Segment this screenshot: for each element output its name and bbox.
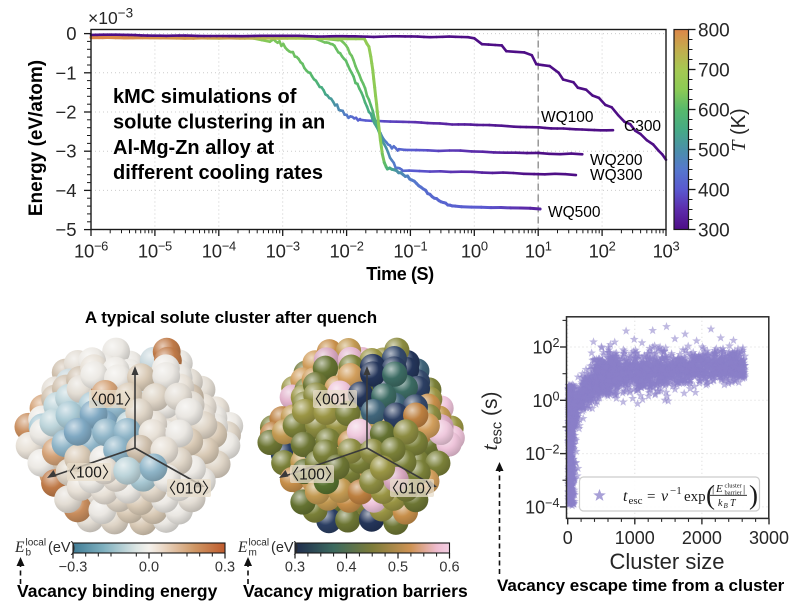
svg-text:Vacancy migration barriers: Vacancy migration barriers bbox=[243, 581, 468, 601]
svg-text:A typical solute cluster after: A typical solute cluster after quench bbox=[85, 308, 377, 327]
svg-text:Al-Mg-Zn alloy at: Al-Mg-Zn alloy at bbox=[113, 137, 274, 159]
svg-text:E: E bbox=[237, 539, 248, 556]
svg-text:0.5: 0.5 bbox=[388, 560, 408, 576]
svg-text:kMC simulations of: kMC simulations of bbox=[113, 86, 297, 108]
svg-text:〈100〉: 〈100〉 bbox=[284, 467, 341, 484]
svg-text:−4: −4 bbox=[55, 180, 76, 201]
svg-text:0.0: 0.0 bbox=[139, 560, 159, 576]
svg-text:800: 800 bbox=[698, 21, 730, 42]
svg-text:b: b bbox=[26, 548, 32, 559]
svg-text:〈010〉: 〈010〉 bbox=[161, 481, 218, 498]
svg-text:Energy (eV/atom): Energy (eV/atom) bbox=[26, 60, 47, 216]
svg-text:〈010〉: 〈010〉 bbox=[384, 481, 441, 498]
svg-text:Cluster size: Cluster size bbox=[610, 549, 725, 574]
svg-text:0.3: 0.3 bbox=[285, 560, 305, 576]
svg-text:(eV): (eV) bbox=[48, 540, 75, 556]
svg-text:WQ100: WQ100 bbox=[541, 109, 594, 126]
svg-text:300: 300 bbox=[698, 221, 730, 242]
svg-text:k: k bbox=[718, 498, 723, 509]
svg-text:T (K): T (K) bbox=[728, 108, 750, 151]
svg-text:−2: −2 bbox=[55, 102, 76, 123]
svg-text:0: 0 bbox=[563, 528, 573, 548]
svg-text:0.6: 0.6 bbox=[439, 560, 459, 576]
svg-text:−3: −3 bbox=[55, 141, 76, 162]
svg-text:ν: ν bbox=[661, 488, 669, 505]
svg-text:local: local bbox=[26, 538, 47, 549]
svg-text:600: 600 bbox=[698, 101, 730, 122]
svg-text:): ) bbox=[749, 480, 758, 510]
svg-text:400: 400 bbox=[698, 181, 730, 202]
svg-text:−0.3: −0.3 bbox=[59, 560, 88, 576]
svg-text:WQ200: WQ200 bbox=[590, 152, 643, 169]
svg-text:Vacancy escape time from a clu: Vacancy escape time from a cluster bbox=[497, 576, 785, 595]
svg-text:〈100〉: 〈100〉 bbox=[61, 465, 118, 482]
svg-text:−1: −1 bbox=[670, 485, 682, 497]
svg-text:WQ500: WQ500 bbox=[548, 204, 601, 221]
svg-text:different cooling rates: different cooling rates bbox=[113, 162, 323, 184]
svg-text:Time (S): Time (S) bbox=[366, 264, 434, 284]
svg-text:t: t bbox=[623, 488, 628, 505]
svg-text:m: m bbox=[249, 548, 257, 559]
svg-text:−1: −1 bbox=[55, 62, 76, 83]
svg-text:500: 500 bbox=[698, 141, 730, 162]
svg-text:E: E bbox=[715, 483, 723, 495]
svg-text:3000: 3000 bbox=[749, 528, 789, 548]
svg-text:local: local bbox=[249, 538, 270, 549]
svg-text:2000: 2000 bbox=[682, 528, 722, 548]
svg-text:|: | bbox=[743, 483, 745, 495]
svg-text:exp: exp bbox=[684, 489, 706, 505]
svg-text:B: B bbox=[724, 502, 729, 510]
svg-text:−5: −5 bbox=[55, 219, 76, 240]
svg-text:|: | bbox=[712, 483, 714, 495]
svg-text:WQ300: WQ300 bbox=[590, 167, 643, 184]
svg-text:1000: 1000 bbox=[615, 528, 655, 548]
svg-text:Vacancy binding energy: Vacancy binding energy bbox=[17, 581, 218, 601]
svg-text:solute clustering in an: solute clustering in an bbox=[113, 111, 325, 133]
svg-text:0: 0 bbox=[66, 23, 76, 44]
svg-text:esc: esc bbox=[629, 495, 643, 507]
svg-text:0.4: 0.4 bbox=[336, 560, 356, 576]
svg-text:0.3: 0.3 bbox=[215, 560, 235, 576]
svg-text:E: E bbox=[14, 539, 25, 556]
svg-text:〈001〉: 〈001〉 bbox=[307, 392, 364, 409]
svg-text:=: = bbox=[647, 489, 655, 505]
svg-text:(eV): (eV) bbox=[271, 540, 298, 556]
svg-text:700: 700 bbox=[698, 61, 730, 82]
svg-text:C300: C300 bbox=[624, 118, 661, 135]
svg-text:cluster: cluster bbox=[725, 483, 743, 490]
svg-text:〈001〉: 〈001〉 bbox=[83, 392, 140, 409]
